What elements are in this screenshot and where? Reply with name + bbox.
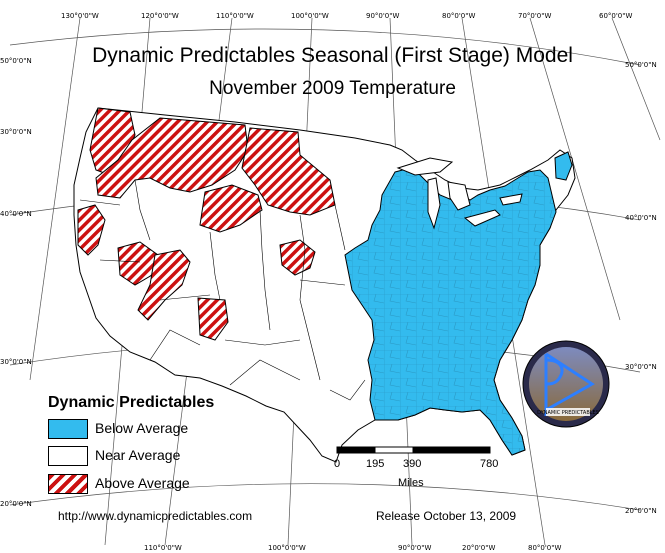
lon-label-top-5: 90°0'0"W (366, 12, 400, 20)
legend-item-above: Above Average (48, 474, 248, 494)
scale-label-390: 390 (403, 458, 422, 470)
above-avg-arizona (197, 297, 229, 341)
lon-label-top-6: 80°0'0"W (442, 12, 476, 20)
great-lakes (396, 157, 523, 230)
lat-label-right-50: 50°0'0"N (625, 61, 657, 69)
lat-label-left-50: 50°0'0"N (0, 57, 32, 65)
lon-label-top-3: 110°0'0"W (216, 12, 254, 20)
lat-label-left-20: 20°0'0"N (0, 500, 32, 508)
lat-label-left-extra: 30°0'0"N (0, 128, 32, 136)
map-title: Dynamic Predictables Seasonal (First Sta… (92, 44, 573, 67)
above-average-regions (77, 107, 336, 341)
website-url: http://www.dynamicpredictables.com (58, 509, 253, 523)
scale-label-0: 0 (334, 458, 341, 470)
lon-label-bottom-3: 90°0'0"W (398, 544, 432, 552)
above-avg-california-north (77, 204, 106, 256)
scale-label-195: 195 (366, 458, 385, 470)
lon-label-top-7: 70°0'0"W (518, 12, 552, 20)
scale-bar (336, 446, 491, 454)
svg-text:DYNAMIC PREDICTABLES: DYNAMIC PREDICTABLES (537, 410, 599, 416)
below-average-maine (554, 151, 573, 181)
legend-item-below: Below Average (48, 419, 248, 439)
scale-unit: Miles (398, 477, 424, 489)
legend-item-near: Near Average (48, 446, 248, 466)
legend-swatch-above (48, 474, 88, 494)
lat-label-right-30: 30°0'0"N (625, 363, 657, 371)
lake-michigan (427, 177, 441, 230)
above-avg-northern-rockies (95, 117, 249, 199)
legend-label-near: Near Average (95, 447, 181, 463)
lat-label-right-40: 40°0'0"N (625, 214, 657, 222)
above-avg-montana-east (241, 127, 336, 216)
lon-label-top-4: 100°0'0"W (291, 12, 329, 20)
above-avg-utah-south (137, 249, 191, 321)
legend-label-below: Below Average (95, 420, 189, 436)
lon-line-60 (611, 17, 661, 141)
legend-title: Dynamic Predictables (48, 394, 215, 411)
legend-swatch-near (48, 446, 88, 466)
lon-label-bottom-5: 80°0'0"W (528, 544, 562, 552)
lake-ontario (499, 193, 523, 206)
legend-label-above: Above Average (95, 475, 190, 491)
above-avg-colorado (279, 239, 316, 276)
above-avg-idaho (199, 184, 263, 233)
lon-label-top-2: 120°0'0"W (141, 12, 179, 20)
map-subtitle: November 2009 Temperature (209, 78, 456, 99)
legend-swatch-below (48, 419, 88, 439)
dynamic-predictables-logo: DYNAMIC PREDICTABLES (522, 340, 610, 428)
release-date: Release October 13, 2009 (376, 509, 517, 523)
lat-line-20 (9, 483, 641, 511)
lat-label-left-40: 40°0'0"N (0, 210, 32, 218)
lon-label-bottom-4: 20°0'0"W (462, 544, 496, 552)
lat-label-left-30: 30°0'0"N (0, 358, 32, 366)
lake-huron (447, 181, 471, 211)
lon-label-bottom-2: 100°0'0"W (268, 544, 306, 552)
scale-label-780: 780 (480, 458, 499, 470)
lon-label-bottom-1: 110°0'0"W (144, 544, 182, 552)
lon-line-70 (529, 17, 621, 321)
lon-label-top-1: 130°0'0"W (61, 12, 99, 20)
division-lines (79, 179, 366, 401)
lat-line-50 (9, 28, 641, 66)
lat-label-right-20: 20°0'0"N (625, 507, 657, 515)
lon-line-130 (29, 17, 81, 381)
lake-superior (396, 157, 454, 176)
lake-erie (463, 209, 501, 227)
lon-label-top-8: 60°0'0"W (599, 12, 633, 20)
